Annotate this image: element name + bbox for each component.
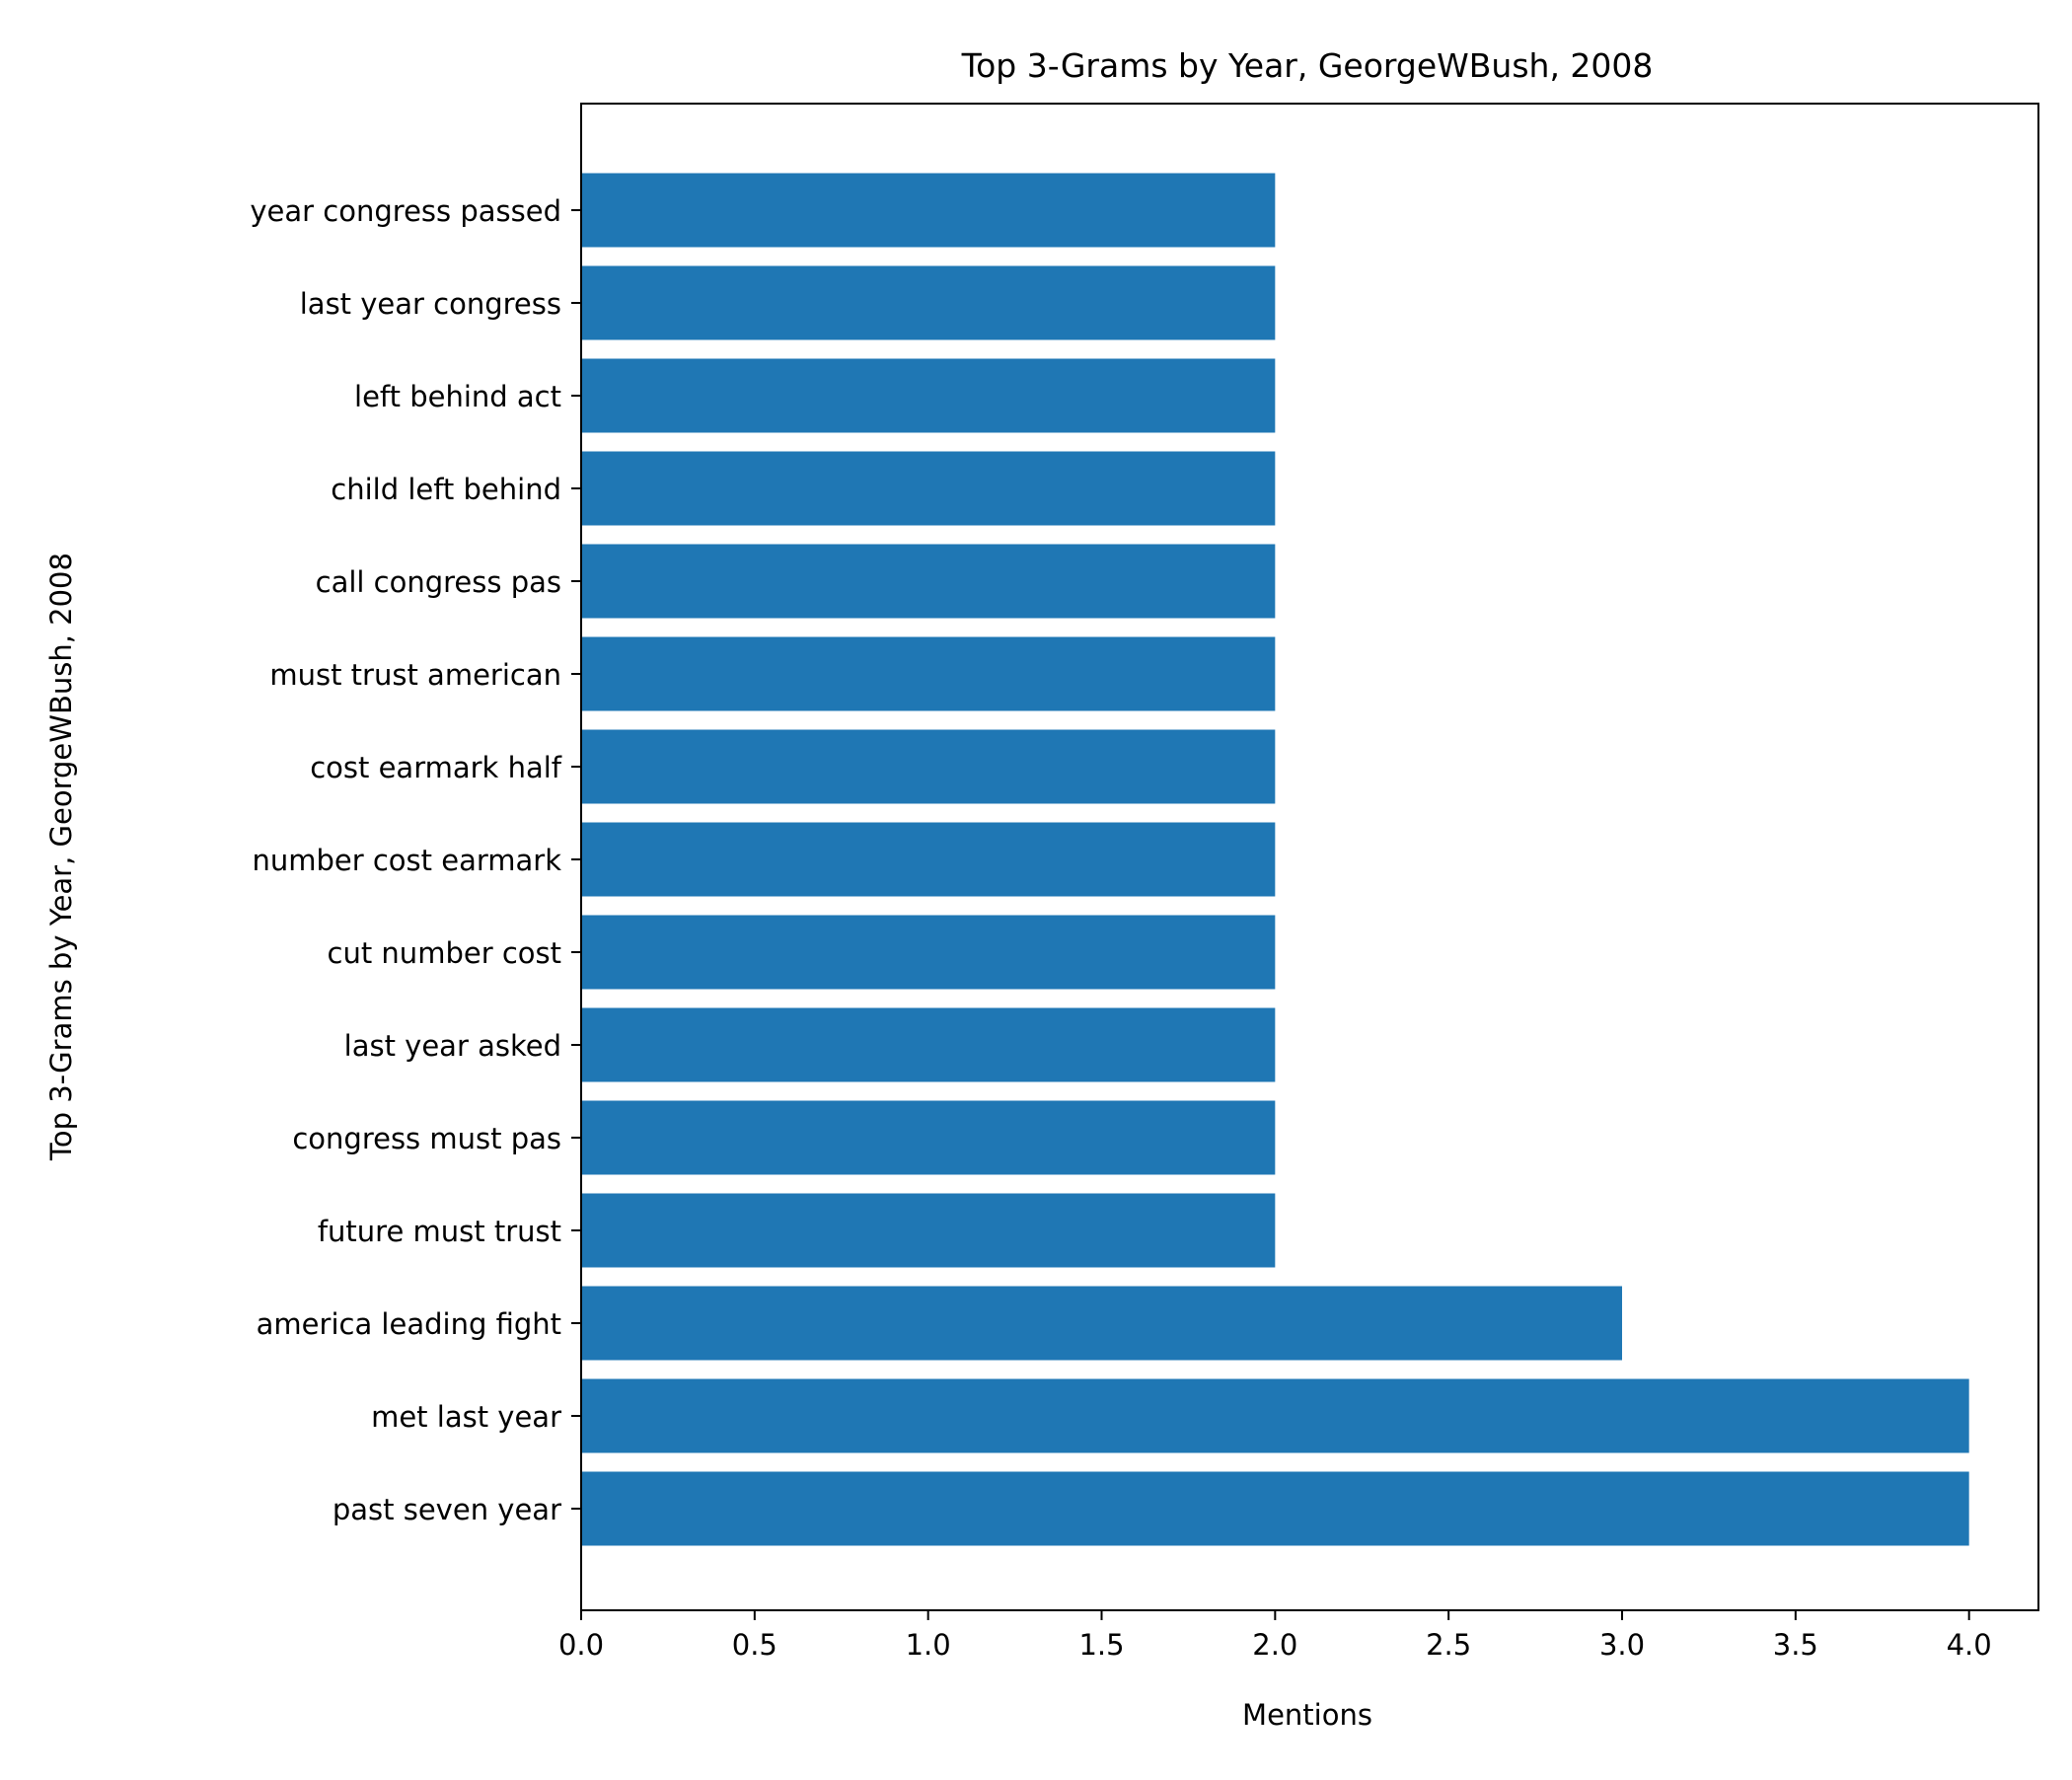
x-tick-label: 0.5: [732, 1628, 777, 1662]
x-tick-label: 3.0: [1599, 1628, 1645, 1662]
y-tick-label: year congress passed: [250, 194, 561, 228]
x-tick-label: 2.0: [1252, 1628, 1297, 1662]
y-tick-label: past seven year: [333, 1493, 561, 1526]
x-axis-label: Mentions: [1242, 1698, 1372, 1732]
y-tick-label: must trust american: [269, 658, 561, 692]
bar: [581, 636, 1276, 711]
x-tick-label: 2.5: [1426, 1628, 1471, 1662]
y-tick-label: congress must pas: [292, 1122, 561, 1155]
bar: [581, 1378, 1969, 1453]
x-tick-label: 1.0: [906, 1628, 951, 1662]
y-axis-label: Top 3-Grams by Year, GeorgeWBush, 2008: [44, 553, 78, 1161]
y-tick-label: met last year: [371, 1400, 561, 1434]
y-tick-label: last year asked: [344, 1029, 561, 1063]
bars-layer: [581, 173, 1969, 1546]
plot-frame: [580, 103, 2039, 1611]
x-tick-label: 4.0: [1947, 1628, 1992, 1662]
y-tick-label: future must trust: [318, 1215, 561, 1248]
bar: [581, 1193, 1276, 1268]
y-tick-label: number cost earmark: [252, 844, 561, 877]
y-tick-label: cut number cost: [328, 936, 561, 970]
chart-title: Top 3-Grams by Year, GeorgeWBush, 2008: [961, 46, 1654, 85]
bar: [581, 1286, 1622, 1361]
x-tick-label: 3.5: [1773, 1628, 1818, 1662]
bar: [581, 1471, 1969, 1546]
bar: [581, 265, 1276, 340]
y-tick-label: call congress pas: [316, 565, 561, 599]
y-axis-ticks: year congress passed last year congress le…: [250, 194, 581, 1526]
bar: [581, 544, 1276, 619]
y-tick-label: last year congress: [300, 287, 561, 321]
bar: [581, 1100, 1276, 1175]
bar: [581, 451, 1276, 526]
bar: [581, 1007, 1276, 1082]
x-tick-label: 0.0: [558, 1628, 604, 1662]
bar: [581, 358, 1276, 433]
x-axis-ticks: 0.0 0.5 1.0 1.5 2.0 2.5 3.0 3.5 4.0: [558, 1610, 1992, 1662]
x-tick-label: 1.5: [1078, 1628, 1124, 1662]
y-tick-label: left behind act: [354, 380, 561, 413]
bar: [581, 173, 1276, 248]
y-tick-label: cost earmark half: [310, 751, 562, 784]
bar: [581, 915, 1276, 990]
bar: [581, 729, 1276, 804]
bar: [581, 822, 1276, 897]
y-tick-label: child left behind: [331, 473, 561, 506]
y-tick-label: america leading fight: [257, 1307, 561, 1341]
